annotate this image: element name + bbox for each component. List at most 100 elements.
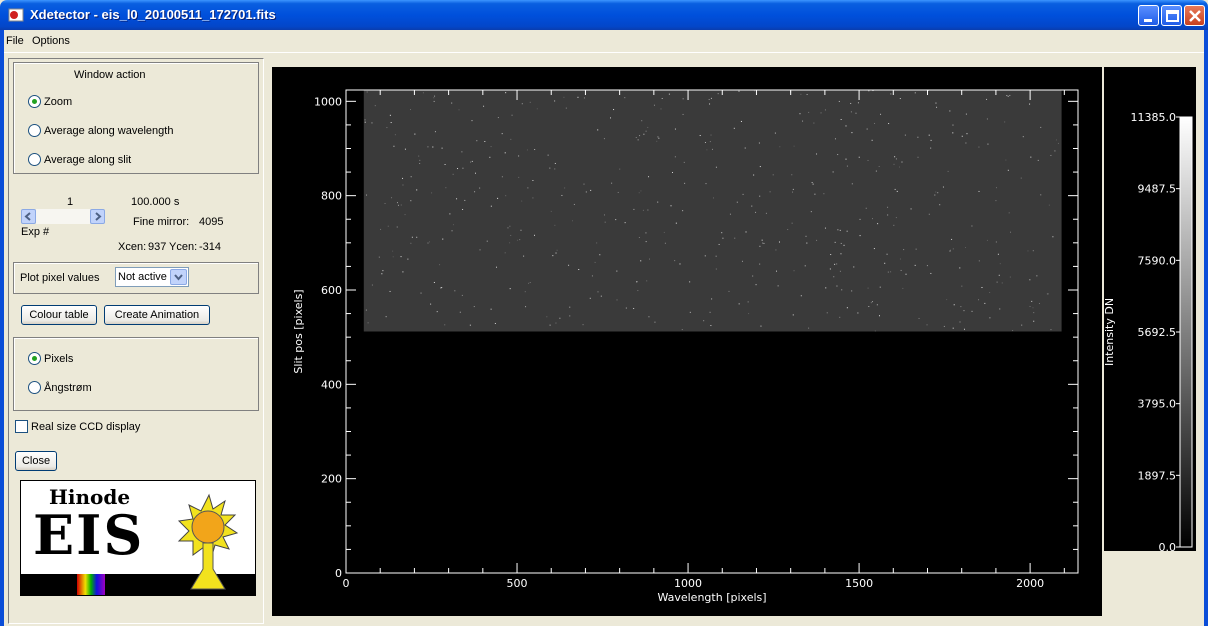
image-pixel <box>747 301 749 303</box>
colorbar-tick-label: 9487.5 <box>1138 183 1177 196</box>
image-pixel <box>658 137 660 139</box>
plot-pixel-select[interactable]: Not active <box>115 267 189 287</box>
menu-file[interactable]: File <box>6 35 24 47</box>
radio-average-slit[interactable]: Average along slit <box>28 153 131 166</box>
radio-pixels[interactable]: Pixels <box>28 352 73 365</box>
image-pixel <box>456 198 458 200</box>
radio-label: Ångstrøm <box>44 381 92 394</box>
app-icon <box>8 8 24 22</box>
image-pixel <box>728 290 730 292</box>
image-pixel <box>649 258 651 260</box>
real-size-checkbox[interactable]: Real size CCD display <box>15 420 140 433</box>
image-pixel <box>486 240 488 242</box>
radio-zoom[interactable]: Zoom <box>28 95 72 108</box>
image-pixel <box>568 264 570 266</box>
image-pixel <box>532 197 534 199</box>
image-pixel <box>792 314 794 316</box>
radio-button[interactable] <box>28 381 41 394</box>
image-pixel <box>600 295 602 297</box>
exposure-scrollbar[interactable] <box>21 209 105 224</box>
scrollbar-track[interactable] <box>36 209 90 224</box>
radio-button[interactable] <box>28 95 41 108</box>
scroll-left-button[interactable] <box>21 209 36 224</box>
image-pixel <box>489 156 491 158</box>
image-pixel <box>839 229 841 231</box>
image-pixel <box>510 234 512 236</box>
image-pixel <box>462 167 464 169</box>
image-pixel <box>1007 169 1009 171</box>
image-pixel <box>410 200 412 202</box>
image-pixel <box>845 125 847 127</box>
image-pixel <box>367 322 369 324</box>
radio-button[interactable] <box>28 352 41 365</box>
image-pixel <box>961 135 963 137</box>
image-pixel <box>775 270 777 272</box>
image-pixel <box>529 101 531 103</box>
image-pixel <box>704 141 706 143</box>
image-pixel <box>396 226 398 228</box>
checkbox[interactable] <box>15 420 28 433</box>
image-pixel <box>965 113 967 115</box>
image-pixel <box>469 324 471 326</box>
image-pixel <box>682 113 684 115</box>
radio-button[interactable] <box>28 153 41 166</box>
menu-options[interactable]: Options <box>32 35 70 47</box>
chevron-down-icon <box>174 274 183 281</box>
image-pixel <box>871 139 873 141</box>
dropdown-button[interactable] <box>170 269 187 285</box>
image-pixel <box>826 312 828 314</box>
image-pixel <box>416 236 418 238</box>
image-pixel <box>887 206 889 208</box>
image-pixel <box>654 321 656 323</box>
image-pixel <box>868 306 870 308</box>
colorbar-tick-label: 0.0 <box>1159 541 1177 551</box>
y-tick-label: 600 <box>321 284 342 297</box>
image-pixel <box>636 281 638 283</box>
close-window-button[interactable] <box>1184 5 1205 26</box>
image-pixel <box>1022 136 1024 138</box>
image-pixel <box>1048 204 1050 206</box>
image-pixel <box>523 255 525 257</box>
scroll-right-button[interactable] <box>90 209 105 224</box>
image-pixel <box>459 311 461 313</box>
detector-plot[interactable]: 0 500 1000 1500 2000 0 200 400 600 800 1000 Wavelen… <box>272 67 1102 616</box>
image-pixel <box>521 200 523 202</box>
image-pixel <box>841 289 843 291</box>
image-pixel <box>874 122 876 124</box>
radio-button[interactable] <box>28 124 41 137</box>
image-pixel <box>554 162 556 164</box>
image-pixel <box>722 237 724 239</box>
image-pixel <box>851 183 853 185</box>
image-pixel <box>853 266 855 268</box>
intensity-colorbar: 11385.0 9487.5 7590.0 5692.5 3795.0 1897.5 0.0… <box>1103 67 1196 554</box>
colour-table-button[interactable]: Colour table <box>21 305 97 325</box>
detector-plot-svg[interactable]: 0 500 1000 1500 200002004006008001000Wavelen… <box>272 67 1102 616</box>
image-pixel <box>640 260 642 262</box>
title-bar[interactable]: Xdetector - eis_l0_20100511_172701.fits <box>0 0 1208 30</box>
create-animation-button[interactable]: Create Animation <box>104 305 210 325</box>
image-pixel <box>834 241 836 243</box>
image-pixel <box>918 317 920 319</box>
image-pixel <box>689 281 691 283</box>
maximize-button[interactable] <box>1161 5 1182 26</box>
image-pixel <box>949 249 951 251</box>
radio-angstrom[interactable]: Ångstrøm <box>28 381 92 394</box>
minimize-button[interactable] <box>1138 5 1159 26</box>
image-pixel <box>674 128 676 130</box>
image-pixel <box>978 260 980 262</box>
image-pixel <box>823 193 825 195</box>
image-pixel <box>966 133 968 135</box>
window-frame-left <box>0 30 4 626</box>
image-pixel <box>525 306 527 308</box>
close-button[interactable]: Close <box>15 451 57 471</box>
image-pixel <box>572 220 574 222</box>
image-pixel <box>642 209 644 211</box>
colorbar-svg: 11385.0 9487.5 7590.0 5692.5 3795.0 1897.5 0.0… <box>1103 111 1193 554</box>
image-pixel <box>547 154 549 156</box>
image-pixel <box>458 109 460 111</box>
image-pixel <box>886 253 888 255</box>
radio-average-wavelength[interactable]: Average along wavelength <box>28 124 173 137</box>
image-pixel <box>1029 305 1031 307</box>
image-pixel <box>986 239 988 241</box>
colorbar-tick-label: 5692.5 <box>1138 326 1177 339</box>
